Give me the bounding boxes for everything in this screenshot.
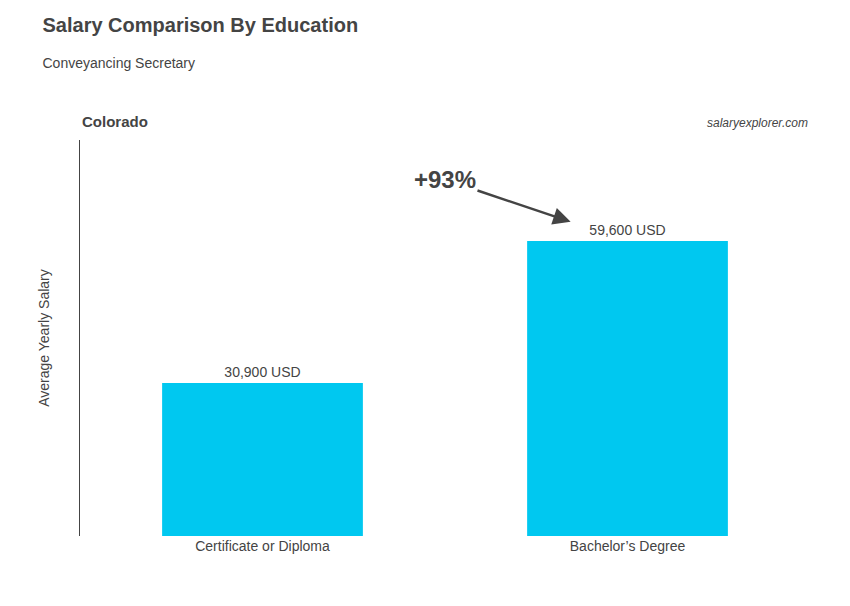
svg-text:Salary Comparison By Education: Salary Comparison By Education — [43, 14, 359, 36]
svg-text:30,900 USD: 30,900 USD — [224, 364, 300, 380]
svg-text:Bachelor’s Degree: Bachelor’s Degree — [570, 538, 686, 554]
svg-text:Average Yearly Salary: Average Yearly Salary — [36, 269, 52, 407]
svg-text:salaryexplorer.com: salaryexplorer.com — [707, 116, 808, 130]
svg-text:59,600 USD: 59,600 USD — [589, 222, 665, 238]
svg-text:Conveyancing Secretary: Conveyancing Secretary — [43, 55, 196, 71]
svg-text:Colorado: Colorado — [82, 113, 148, 130]
svg-text:Certificate or Diploma: Certificate or Diploma — [195, 538, 330, 554]
svg-text:+93%: +93% — [414, 166, 476, 193]
